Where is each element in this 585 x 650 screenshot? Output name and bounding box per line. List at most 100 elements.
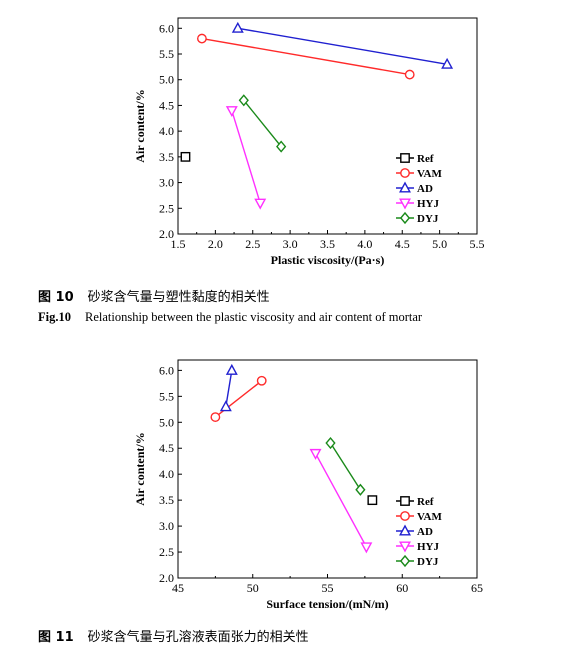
- chart2-legend: Ref VAM AD HYJ DYJ: [396, 496, 442, 568]
- chart1-legend-marker-hyj: [399, 198, 411, 210]
- chart1-point-dyj: [238, 94, 249, 107]
- fig10-caption-zh: 图 10 砂浆含气量与塑性黏度的相关性: [38, 286, 270, 305]
- chart2-legend-label-dyj: DYJ: [417, 556, 439, 568]
- chart1-point-ad: [441, 57, 454, 69]
- chart2-point-hyj: [360, 542, 373, 554]
- chart2-y-axis-label: Air content/%: [133, 432, 147, 505]
- chart1-y-tick-label: 4.5: [159, 98, 174, 112]
- chart2-series-dyj: [325, 436, 366, 496]
- chart2-legend-label-hyj: HYJ: [417, 541, 440, 553]
- chart1-legend-marker-ad: [399, 181, 411, 193]
- fig11-number-zh: 图 11: [38, 630, 74, 645]
- chart2-legend-label-vam: VAM: [417, 511, 442, 523]
- chart1-series-dyj: [238, 94, 287, 153]
- chart1-legend-label-ref: Ref: [417, 153, 434, 165]
- chart2-y-tick-label: 4.0: [159, 467, 174, 481]
- chart2-legend-label-ref: Ref: [417, 496, 434, 508]
- chart2-legend-marker-hyj: [399, 541, 411, 553]
- chart1-y-tick-label: 4.0: [159, 124, 174, 138]
- chart1-legend-marker-ref: [400, 153, 410, 163]
- chart2-point-vam: [256, 375, 267, 386]
- chart1-series-ad: [231, 21, 454, 69]
- chart2-point-ref: [367, 495, 378, 506]
- chart2-line-dyj: [329, 442, 361, 491]
- chart1-legend-label-hyj: HYJ: [417, 198, 440, 210]
- chart1-x-tick-label: 2.0: [208, 237, 223, 251]
- chart2-y-tick-label: 4.5: [159, 441, 174, 455]
- chart1-legend-marker-vam: [400, 168, 410, 178]
- chart2-x-tick-label: 65: [471, 581, 483, 595]
- chart1-x-axis-label: Plastic viscosity/(Pa·s): [271, 253, 385, 267]
- chart2-y-tick-label: 2.0: [159, 571, 174, 585]
- chart1-y-tick-label: 6.0: [159, 21, 174, 35]
- chart1-point-dyj: [276, 140, 287, 153]
- chart1-legend: Ref VAM AD HYJ DYJ: [396, 153, 442, 225]
- chart1-x-tick-label: 3.5: [320, 237, 335, 251]
- chart1-x-tick-label: 5.0: [432, 237, 447, 251]
- fig10-text-en: Relationship between the plastic viscosi…: [84, 310, 423, 324]
- chart-plastic-viscosity: 1.5 2.0 2.5 3.0 3.5 4.0 4.5 5.0 5.52.02.53.03.54…: [133, 17, 485, 267]
- chart1-point-vam: [404, 69, 415, 80]
- fig11-caption-zh: 图 11 砂浆含气量与孔溶液表面张力的相关性: [38, 626, 309, 645]
- chart2-legend-label-ad: AD: [417, 526, 433, 538]
- chart2-x-tick-label: 50: [247, 581, 259, 595]
- chart1-point-vam: [197, 33, 207, 44]
- chart2-x-tick-label: 60: [396, 581, 408, 595]
- chart2-series-hyj: [309, 448, 373, 554]
- fig10-number-zh: 图 10: [38, 290, 74, 305]
- chart1-y-axis-label: Air content/%: [133, 89, 147, 162]
- chart2-line-vam: [214, 380, 263, 418]
- chart1-y-tick-label: 2.0: [159, 227, 174, 241]
- chart2-point-hyj: [309, 448, 322, 460]
- chart2-y-tick-label: 5.0: [159, 415, 174, 429]
- chart2-line-hyj: [314, 453, 367, 548]
- chart2-legend-marker-ad: [399, 524, 411, 536]
- chart2-x-tick-label: 45: [172, 581, 184, 595]
- chart1-series-hyj: [225, 106, 267, 210]
- chart1-legend-label-dyj: DYJ: [417, 213, 439, 225]
- chart2-y-tick-label: 6.0: [159, 363, 174, 377]
- chart1-series-ref: [180, 151, 191, 162]
- chart2-x-tick-label: 55: [322, 581, 334, 595]
- chart1-x-tick-label: 3.0: [283, 237, 298, 251]
- chart2-legend-marker-vam: [400, 511, 410, 521]
- chart1-x-tick-label: 4.0: [357, 237, 372, 251]
- chart1-legend-label-vam: VAM: [417, 168, 442, 180]
- chart1-legend-marker-dyj: [399, 211, 411, 225]
- fig10-number-en: Fig.10: [38, 310, 71, 324]
- chart1-point-ref: [180, 151, 191, 162]
- chart2-series-ref: [367, 495, 378, 506]
- fig10-text-zh: 砂浆含气量与塑性黏度的相关性: [87, 290, 270, 305]
- chart2-x-axis-label: Surface tension/(mN/m): [266, 597, 388, 611]
- chart2-y-tick-label: 3.0: [159, 519, 174, 533]
- chart1-y-tick-label: 3.0: [159, 176, 174, 190]
- chart1-point-ad: [231, 21, 244, 33]
- chart1-legend-label-ad: AD: [417, 183, 433, 195]
- chart2-legend-marker-dyj: [399, 554, 411, 568]
- fig10-caption-en: Fig.10 Relationship between the plastic v…: [38, 310, 422, 325]
- chart1-x-tick-label: 1.5: [171, 237, 186, 251]
- fig11-text-zh: 砂浆含气量与孔溶液表面张力的相关性: [87, 630, 309, 645]
- chart1-point-hyj: [254, 198, 267, 210]
- chart1-line-ad: [237, 27, 448, 65]
- chart1-y-tick-label: 5.5: [159, 47, 174, 61]
- chart2-point-ad: [225, 363, 238, 375]
- chart2-line-ad: [225, 370, 233, 407]
- chart1-x-tick-label: 5.5: [470, 237, 485, 251]
- chart2-legend-marker-ref: [400, 496, 410, 506]
- chart1-line-dyj: [243, 99, 282, 148]
- chart1-y-tick-label: 3.5: [159, 150, 174, 164]
- chart2-series-ad: [219, 363, 238, 412]
- chart1-y-tick-label: 2.5: [159, 201, 174, 215]
- chart2-point-dyj: [325, 436, 336, 450]
- chart1-line-vam: [201, 37, 410, 76]
- chart1-x-tick-label: 4.5: [395, 237, 410, 251]
- chart2-series-vam: [210, 375, 267, 422]
- chart1-point-hyj: [225, 106, 238, 118]
- chart1-line-hyj: [231, 110, 261, 204]
- chart1-x-tick-label: 2.5: [245, 237, 260, 251]
- chart2-y-tick-label: 3.5: [159, 493, 174, 507]
- chart2-point-ad: [219, 400, 232, 412]
- chart2-y-tick-label: 5.5: [159, 389, 174, 403]
